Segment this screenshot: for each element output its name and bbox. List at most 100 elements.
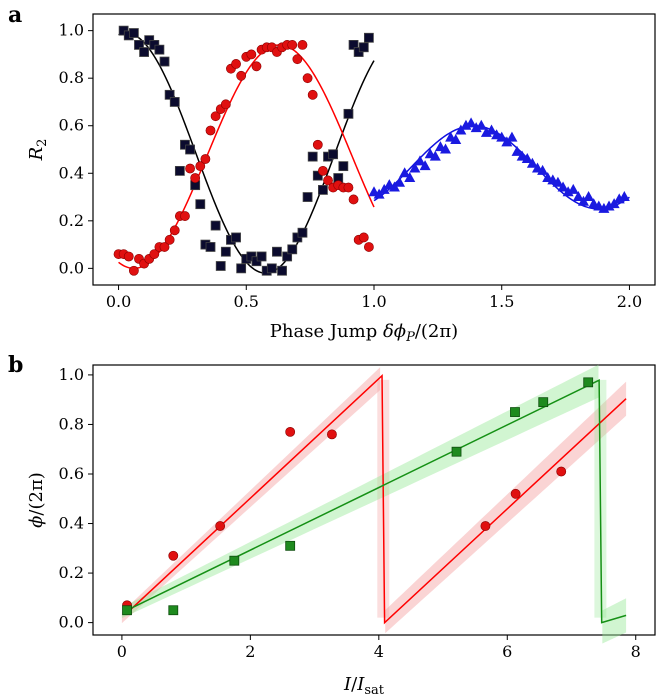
data-point-square (285, 540, 296, 551)
data-point-square (266, 263, 277, 274)
data-point-circle (343, 182, 354, 193)
data-point-square (277, 265, 287, 276)
y-tick-label: 0.4 (59, 514, 84, 533)
data-point-square (272, 246, 282, 257)
data-point-square (229, 555, 240, 566)
confidence-band (602, 598, 627, 644)
y-tick-label: 0.2 (59, 563, 84, 582)
y-tick-label: 0.6 (59, 116, 84, 135)
data-point-triangle (486, 124, 498, 135)
data-point-circle (164, 234, 175, 245)
data-point-circle (287, 40, 298, 50)
fit-line (126, 378, 627, 624)
data-point-circle (169, 225, 180, 236)
y-axis-title: ϕ/(2π) (26, 472, 47, 528)
data-point-square (307, 151, 318, 162)
y-tick-label: 0.0 (59, 258, 84, 277)
data-point-triangle (475, 119, 487, 130)
x-axis-title: Phase Jump δϕP/(2π) (270, 321, 458, 345)
data-point-square (318, 185, 328, 195)
data-point-square (168, 605, 179, 616)
y-tick-label: 0.4 (59, 163, 84, 182)
data-point-circle (348, 194, 359, 205)
data-point-circle (323, 175, 333, 186)
data-point-circle (220, 99, 231, 110)
data-point-square (256, 251, 267, 262)
data-point-square (343, 108, 354, 119)
x-tick-label: 4 (374, 642, 384, 661)
x-tick-label: 0.5 (234, 292, 259, 311)
data-point-square (328, 149, 339, 160)
data-point-triangle (429, 150, 441, 161)
x-axis-title: I/Isat (343, 674, 385, 697)
data-point-circle (128, 265, 139, 276)
data-point-square (185, 144, 195, 155)
data-point-square (220, 246, 231, 257)
data-point-circle (215, 521, 226, 531)
data-point-circle (292, 54, 303, 65)
data-point-square (297, 227, 308, 238)
x-tick-label: 2 (245, 642, 255, 661)
data-point-circle (185, 163, 195, 174)
x-tick-label: 1.5 (489, 292, 514, 311)
fit-line (126, 373, 627, 625)
data-point-triangle (583, 191, 595, 202)
data-point-circle (510, 488, 521, 499)
data-point-circle (236, 70, 247, 81)
data-point-square (154, 44, 165, 55)
data-point-circle (246, 49, 257, 60)
data-point-square (583, 377, 594, 388)
data-point-circle (200, 154, 211, 164)
x-tick-label: 0 (117, 642, 127, 661)
data-point-circle (180, 211, 190, 221)
data-point-triangle (537, 164, 549, 175)
data-point-square (195, 199, 206, 210)
data-point-square (451, 446, 462, 457)
data-point-circle (327, 429, 337, 440)
y-tick-label: 1.0 (59, 21, 84, 40)
data-point-square (169, 97, 180, 107)
data-point-circle (123, 251, 134, 262)
x-tick-label: 6 (502, 642, 512, 661)
data-point-circle (251, 61, 262, 72)
data-point-square (338, 161, 349, 172)
data-point-square (122, 605, 132, 616)
data-point-triangle (511, 145, 523, 156)
data-point-circle (190, 173, 201, 183)
data-point-triangle (399, 167, 411, 178)
data-point-square (134, 40, 144, 50)
data-point-square (215, 261, 226, 271)
data-point-triangle (465, 117, 477, 128)
data-point-triangle (419, 160, 431, 171)
y-tick-label: 0.8 (59, 414, 84, 433)
data-point-triangle (450, 133, 462, 144)
data-point-circle (231, 59, 241, 69)
x-tick-label: 1.0 (361, 292, 386, 311)
data-point-triangle (506, 131, 518, 142)
data-point-square (510, 407, 520, 417)
data-point-circle (556, 466, 567, 477)
x-tick-label: 8 (631, 642, 641, 661)
data-point-square (287, 244, 298, 255)
data-point-triangle (557, 181, 569, 192)
data-point-circle (285, 426, 296, 437)
data-point-circle (297, 40, 308, 50)
data-point-square (174, 165, 185, 176)
confidence-band (385, 381, 627, 634)
plot-frame (92, 364, 656, 636)
data-point-circle (205, 125, 216, 136)
data-point-triangle (404, 172, 416, 183)
y-tick-label: 0.6 (59, 464, 84, 483)
data-point-circle (318, 165, 328, 176)
data-point-square (363, 32, 374, 43)
data-point-square (348, 40, 359, 50)
y-tick-label: 0.8 (59, 68, 84, 87)
data-point-square (231, 232, 241, 243)
y-tick-label: 0.0 (59, 613, 84, 632)
data-point-circle (168, 550, 179, 561)
panel-label: a (8, 2, 22, 28)
data-point-circle (480, 521, 491, 531)
data-point-circle (312, 139, 323, 150)
data-point-square (302, 192, 313, 202)
y-tick-label: 0.2 (59, 211, 84, 230)
